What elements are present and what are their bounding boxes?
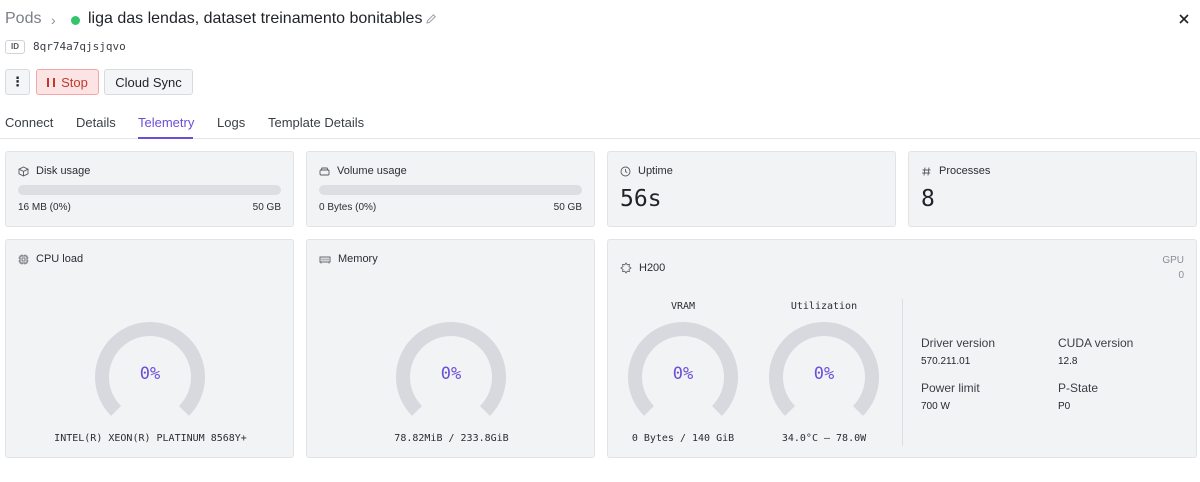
memory-icon [319,256,331,263]
vram-usage: 0 Bytes / 140 GiB [631,433,735,444]
utilization-gauge-value: 0% [813,364,835,384]
gpu-divider [902,299,903,446]
hash-icon [922,166,931,176]
tab-connect[interactable]: Connect [5,115,54,130]
pause-icon [47,77,56,87]
tab-details[interactable]: Details [76,115,116,130]
cpu-icon [18,254,29,264]
p-state-label: P-State [1058,381,1099,395]
tab-bar: Connect Details Telemetry Logs Template … [0,108,1200,139]
more-options-button[interactable]: ⋮ [5,69,30,95]
memory-gauge-arc [396,322,506,416]
chevron-right-icon: › [51,12,56,28]
memory-gauge: 0% [395,322,507,422]
utilization-heading: Utilization [790,301,858,312]
volume-usage-used: 0 Bytes (0%) [319,202,377,213]
vram-heading: VRAM [670,301,696,312]
cpu-load-card: CPU load 0% INTEL(R) XEON(R) PLATINUM 85… [5,239,294,458]
uptime-value: 56s [620,186,662,212]
cuda-version-value: 12.8 [1058,356,1078,367]
id-badge: ID [5,40,25,54]
tab-logs[interactable]: Logs [217,115,246,130]
cloud-sync-button[interactable]: Cloud Sync [104,69,193,95]
gpu-icon [620,262,632,274]
memory-title: Memory [338,253,378,265]
cpu-gauge: 0% [94,322,206,422]
memory-gauge-value: 0% [440,364,462,384]
driver-version-label: Driver version [921,336,996,350]
power-limit-value: 700 W [921,401,950,412]
page-header: Pods › liga das lendas, dataset treiname… [0,0,1200,40]
uptime-card: Uptime 56s [607,151,896,227]
p-state-value: P0 [1058,401,1071,412]
disk-usage-title: Disk usage [36,165,91,177]
disk-usage-card: Disk usage 16 MB (0%) 50 GB [5,151,294,227]
cpu-gauge-value: 0% [139,364,161,384]
stop-button-label: Stop [61,74,88,90]
memory-card: Memory 0% 78.82MiB / 233.8GiB [306,239,595,458]
pod-id: 8qr74a7qjsjqvo [33,40,126,53]
pod-title: liga das lendas, dataset treinamento bon… [88,10,423,27]
stop-button[interactable]: Stop [36,69,99,95]
processes-value: 8 [921,186,935,212]
gpu-card: H200 GPU 0 VRAM 0% 0 Bytes / 140 GiB Uti… [607,239,1197,458]
volume-usage-bar [319,185,582,195]
driver-version-value: 570.211.01 [921,356,971,367]
disk-usage-total: 50 GB [252,202,281,213]
disk-usage-used: 16 MB (0%) [18,202,71,213]
disk-icon [18,165,29,177]
cuda-version-label: CUDA version [1058,336,1134,350]
vram-gauge: 0% [627,322,739,422]
power-limit-label: Power limit [921,381,980,395]
breadcrumb-pods[interactable]: Pods [5,10,42,27]
disk-usage-bar [18,185,281,195]
gpu-label: GPU [1162,255,1184,266]
gpu-title: H200 [639,262,666,274]
memory-usage: 78.82MiB / 233.8GiB [394,433,509,444]
volume-icon [319,167,330,175]
volume-usage-title: Volume usage [337,165,407,177]
cpu-load-title: CPU load [36,253,84,265]
tab-template-details[interactable]: Template Details [268,115,365,130]
cpu-model: INTEL(R) XEON(R) PLATINUM 8568Y+ [54,433,247,444]
tab-telemetry[interactable]: Telemetry [138,115,195,130]
vram-gauge-value: 0% [672,364,694,384]
utilization-gauge-arc [769,322,879,416]
volume-usage-total: 50 GB [553,202,582,213]
uptime-title: Uptime [638,165,673,177]
processes-title: Processes [939,165,991,177]
status-dot-icon [71,16,80,25]
gpu-temp-power: 34.0°C – 78.0W [781,433,867,444]
gpu-index: 0 [1178,270,1184,281]
clock-icon [620,166,631,176]
utilization-gauge: 0% [768,322,880,422]
cpu-gauge-arc [95,322,205,416]
pencil-icon[interactable] [425,13,437,25]
vram-gauge-arc [628,322,738,416]
processes-card: Processes 8 [908,151,1197,227]
close-icon[interactable] [1178,13,1190,25]
volume-usage-card: Volume usage 0 Bytes (0%) 50 GB [306,151,595,227]
active-tab-indicator [138,137,193,139]
